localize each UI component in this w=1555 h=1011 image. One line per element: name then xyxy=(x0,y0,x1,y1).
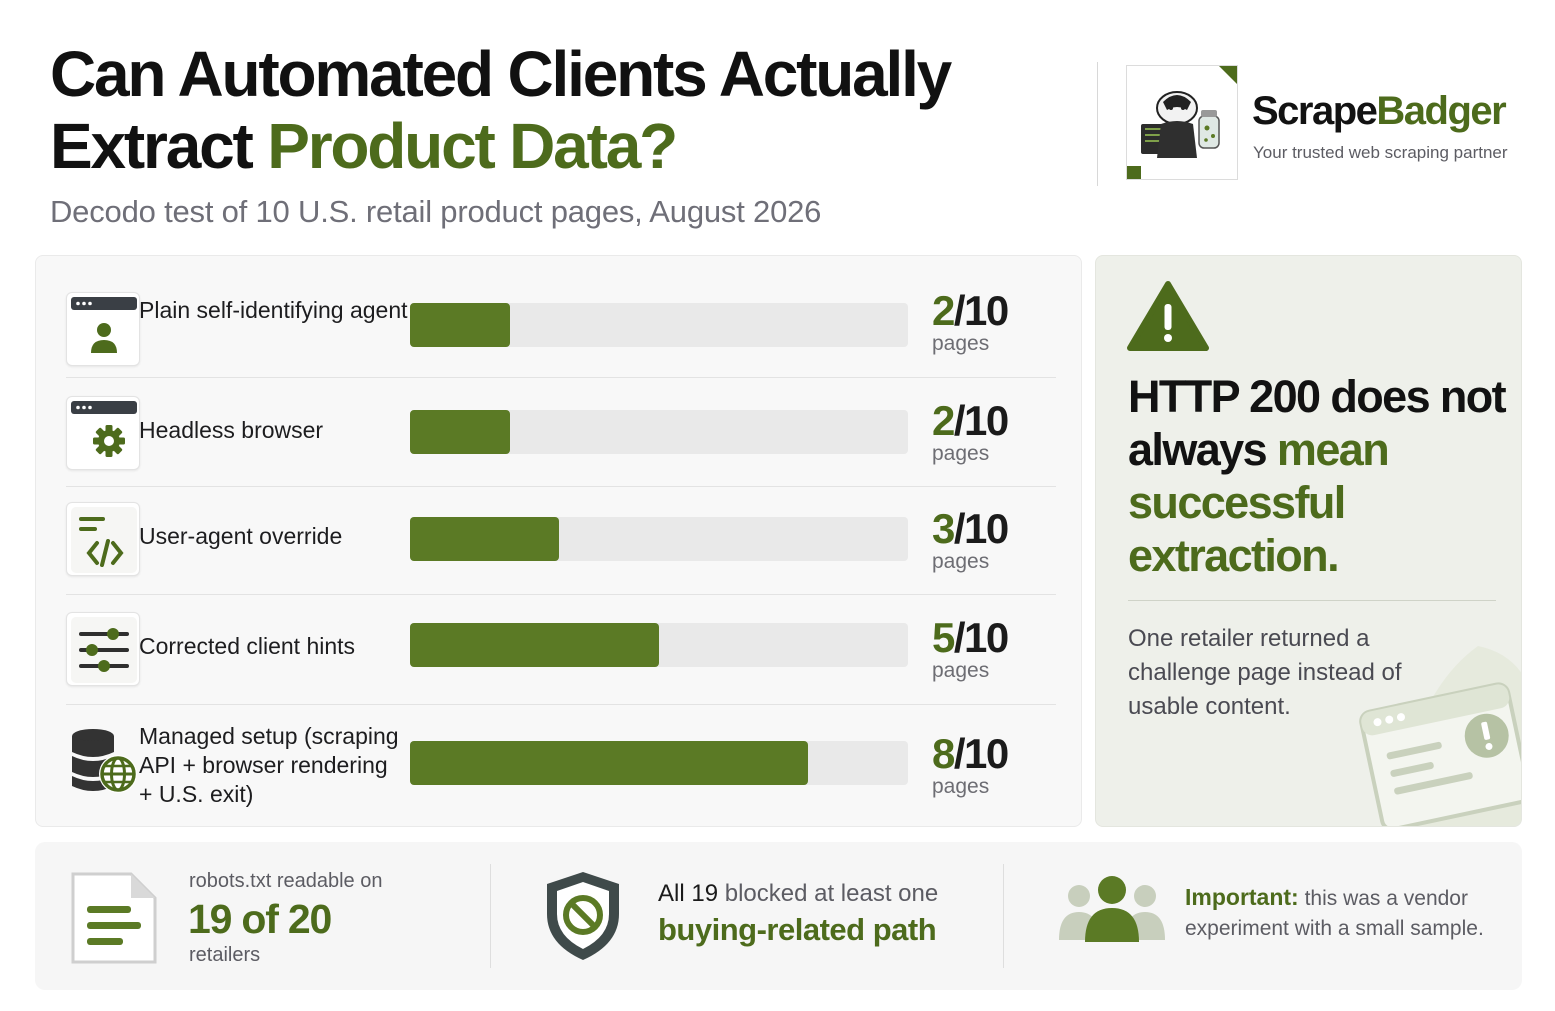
score-client-hints: 5/10 pages xyxy=(932,616,1052,682)
warning-divider xyxy=(1128,600,1496,601)
score-headless-browser: 2/10 pages xyxy=(932,399,1052,465)
browser-alert-icon xyxy=(1359,646,1521,826)
row-label-client-hints: Corrected client hints xyxy=(139,633,356,659)
bar-fill-plain-agent xyxy=(410,303,510,347)
row-label-user-agent-override: User-agent override xyxy=(139,523,343,549)
score-plain-agent: 2/10 pages xyxy=(932,289,1052,355)
sliders-icon xyxy=(66,612,140,686)
row-divider xyxy=(66,377,1056,378)
score-value: 3 xyxy=(932,505,955,552)
row-divider xyxy=(66,594,1056,595)
row-label-plain-agent: Plain self-identifying agent xyxy=(139,297,408,323)
important-note: Important: this was a vendor experiment … xyxy=(1185,882,1515,944)
shield-blocked-icon xyxy=(547,872,619,960)
robots-line-3: retailers xyxy=(189,944,261,966)
bar-track xyxy=(410,623,908,667)
warning-triangle-icon xyxy=(1127,281,1209,351)
document-lines-icon xyxy=(71,872,157,964)
robots-value: 19 of 20 xyxy=(188,896,332,942)
browser-gear-icon xyxy=(66,396,140,470)
page-title: Can Automated Clients Actually Extract P… xyxy=(50,38,1060,182)
warning-panel: HTTP 200 does not always mean successful… xyxy=(1095,255,1522,827)
score-denominator: /10 xyxy=(953,397,1009,444)
score-denominator: /10 xyxy=(953,287,1009,334)
important-text: this was a vendor experiment with a smal… xyxy=(1185,887,1484,940)
robots-line-1: robots.txt readable on xyxy=(189,870,383,892)
row-divider xyxy=(66,486,1056,487)
header: Can Automated Clients Actually Extract P… xyxy=(50,38,1060,230)
bar-fill-managed-setup xyxy=(410,741,809,785)
bar-fill-client-hints xyxy=(410,623,659,667)
score-value: 2 xyxy=(932,287,955,334)
header-divider xyxy=(1097,62,1098,186)
blocked-value: buying-related path xyxy=(658,912,937,947)
code-document-icon xyxy=(66,502,140,576)
score-value: 8 xyxy=(932,730,955,777)
score-denominator: /10 xyxy=(953,730,1009,777)
title-accent-part: Product Data? xyxy=(267,110,678,182)
chart-panel: Plain self-identifying agent 2/10 pages … xyxy=(35,255,1082,827)
score-user-agent-override: 3/10 pages xyxy=(932,507,1052,573)
brand-block: ScrapeBadger Your trusted web scraping p… xyxy=(1126,65,1526,185)
score-unit: pages xyxy=(932,332,990,355)
row-label-headless-browser: Headless browser xyxy=(139,417,324,443)
database-globe-icon xyxy=(66,722,140,796)
stats-bar: robots.txt readable on 19 of 20 retailer… xyxy=(35,842,1522,990)
brand-name-part-2: Badger xyxy=(1376,89,1506,133)
badger-at-computer-icon xyxy=(1126,65,1238,180)
score-unit: pages xyxy=(932,550,990,573)
warning-body: One retailer returned a challenge page i… xyxy=(1128,625,1402,720)
warning-heading-part-2: not always xyxy=(1128,371,1507,475)
brand-name-part-1: Scrape xyxy=(1252,89,1378,133)
bar-track xyxy=(410,741,908,785)
bar-track xyxy=(410,303,908,347)
blocked-rest: blocked at least one xyxy=(724,880,939,907)
title-line-2: Extract Product Data? xyxy=(50,110,1060,182)
warning-heading-part-3: mean successful extraction. xyxy=(1128,424,1390,581)
bar-fill-user-agent-override xyxy=(410,517,560,561)
stat-divider xyxy=(490,864,491,968)
title-line-1: Can Automated Clients Actually xyxy=(50,38,952,110)
brand-name: ScrapeBadger xyxy=(1252,89,1507,134)
score-unit: pages xyxy=(932,775,990,798)
row-label-managed-setup: Managed setup (scraping API + browser re… xyxy=(139,723,399,807)
row-divider xyxy=(66,704,1056,705)
warning-heading: HTTP 200 does not always mean successful… xyxy=(1128,370,1508,582)
brand-tagline: Your trusted web scraping partner xyxy=(1253,143,1508,162)
blocked-line-1: All 19 blocked at least one xyxy=(658,880,938,908)
bar-track xyxy=(410,410,908,454)
score-managed-setup: 8/10 pages xyxy=(932,732,1052,798)
bar-track xyxy=(410,517,908,561)
important-label: Important: xyxy=(1185,884,1299,910)
page-subtitle: Decodo test of 10 U.S. retail product pa… xyxy=(50,194,822,229)
score-value: 2 xyxy=(932,397,955,444)
score-value: 5 xyxy=(932,614,955,661)
score-denominator: /10 xyxy=(953,505,1009,552)
blocked-lead: All 19 xyxy=(658,880,719,907)
warning-heading-part-1: HTTP 200 does xyxy=(1128,371,1431,422)
bar-fill-headless-browser xyxy=(410,410,510,454)
title-dark-part: Extract xyxy=(50,110,254,182)
score-unit: pages xyxy=(932,659,990,682)
score-unit: pages xyxy=(932,442,990,465)
score-denominator: /10 xyxy=(953,614,1009,661)
people-group-icon xyxy=(1059,876,1165,942)
browser-user-icon xyxy=(66,292,140,366)
stat-divider xyxy=(1003,864,1004,968)
